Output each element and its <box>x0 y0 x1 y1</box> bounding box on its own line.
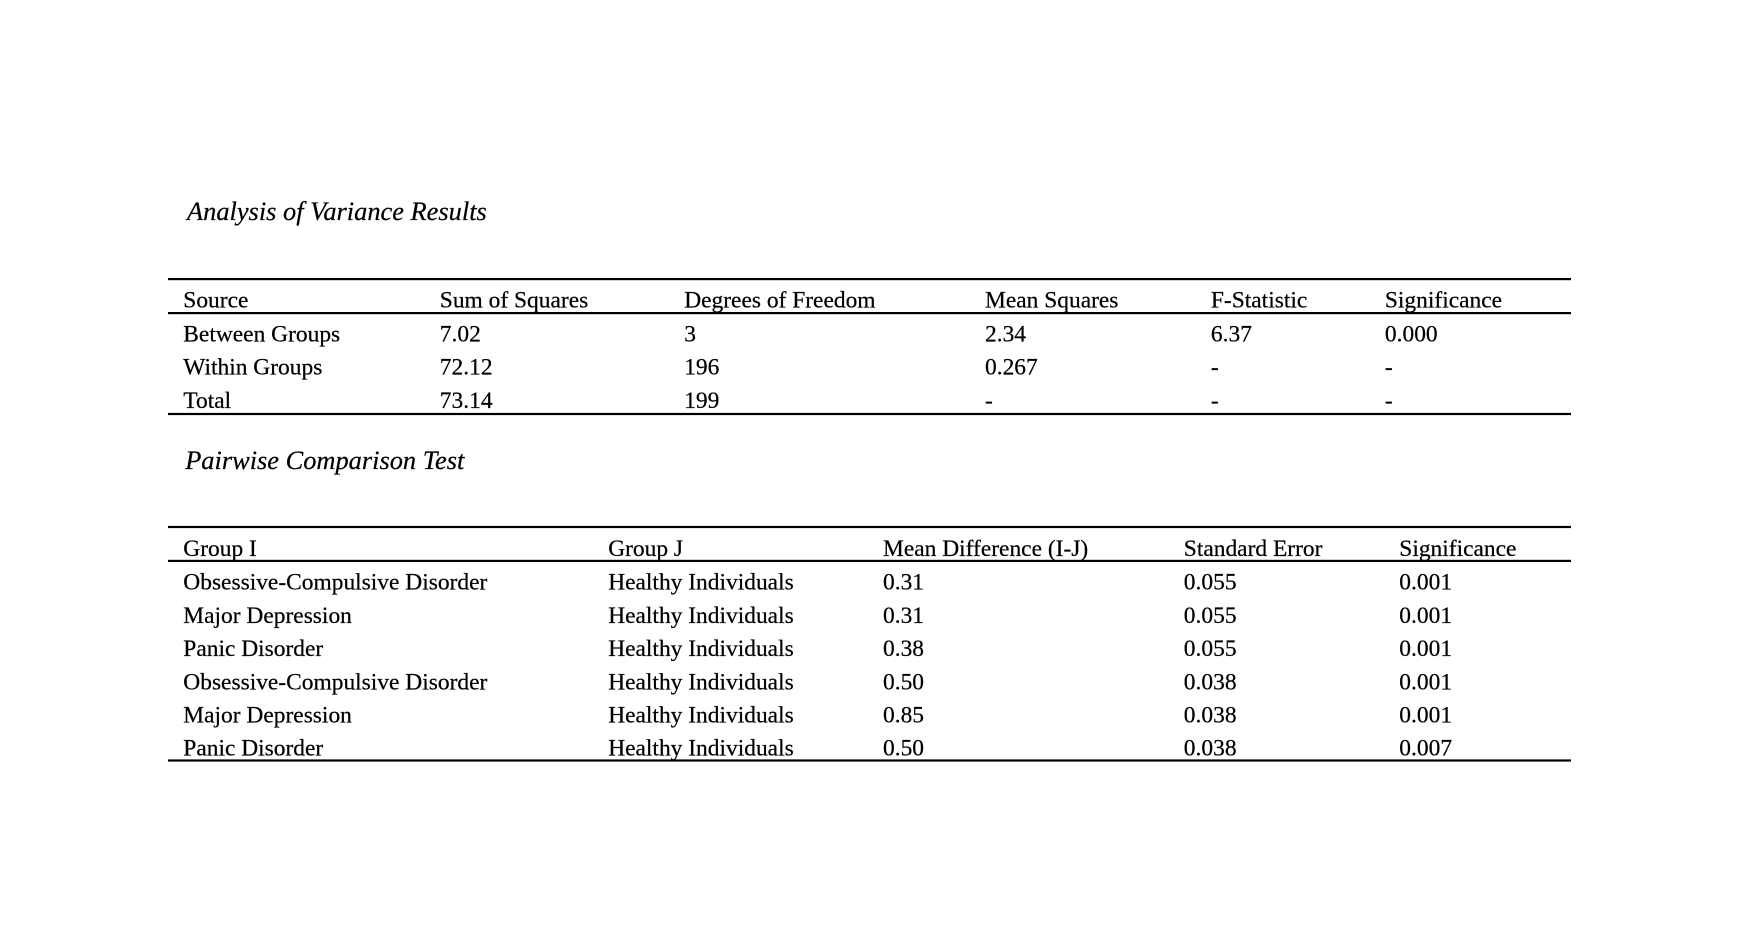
svg-text:0.038: 0.038 <box>1184 669 1237 695</box>
svg-text:Sum of Squares: Sum of Squares <box>440 288 588 314</box>
svg-text:Group J: Group J <box>608 536 683 562</box>
svg-text:73.14: 73.14 <box>440 388 493 414</box>
svg-text:Significance: Significance <box>1399 536 1516 562</box>
svg-text:0.38: 0.38 <box>883 636 924 662</box>
svg-text:0.055: 0.055 <box>1184 603 1237 629</box>
svg-text:Significance: Significance <box>1385 288 1502 314</box>
svg-text:Obsessive-Compulsive Disorder: Obsessive-Compulsive Disorder <box>183 570 487 596</box>
svg-text:Healthy Individuals: Healthy Individuals <box>608 570 794 596</box>
svg-text:Pairwise Comparison Test: Pairwise Comparison Test <box>184 445 465 475</box>
svg-text:Healthy Individuals: Healthy Individuals <box>608 736 794 762</box>
svg-text:0.038: 0.038 <box>1184 736 1237 762</box>
svg-text:0.267: 0.267 <box>985 355 1038 381</box>
svg-text:72.12: 72.12 <box>440 355 493 381</box>
svg-text:0.055: 0.055 <box>1184 570 1237 596</box>
svg-text:Mean Difference (I-J): Mean Difference (I-J) <box>883 536 1088 562</box>
svg-text:Between Groups: Between Groups <box>183 321 340 347</box>
svg-text:Major Depression: Major Depression <box>183 703 352 729</box>
svg-text:0.001: 0.001 <box>1399 603 1452 629</box>
svg-text:3: 3 <box>684 321 696 347</box>
svg-text:Mean Squares: Mean Squares <box>985 288 1118 314</box>
svg-text:0.055: 0.055 <box>1184 636 1237 662</box>
svg-text:Total: Total <box>183 388 231 414</box>
svg-text:Degrees of Freedom: Degrees of Freedom <box>684 288 875 314</box>
svg-text:Within Groups: Within Groups <box>183 355 322 381</box>
svg-text:Obsessive-Compulsive Disorder: Obsessive-Compulsive Disorder <box>183 669 487 695</box>
svg-text:0.038: 0.038 <box>1184 703 1237 729</box>
svg-text:0.31: 0.31 <box>883 603 924 629</box>
svg-text:0.31: 0.31 <box>883 570 924 596</box>
svg-text:-: - <box>1211 388 1219 414</box>
svg-text:196: 196 <box>684 355 719 381</box>
svg-text:Panic Disorder: Panic Disorder <box>183 636 323 662</box>
svg-text:0.000: 0.000 <box>1385 321 1438 347</box>
svg-text:-: - <box>1211 355 1219 381</box>
svg-text:199: 199 <box>684 388 719 414</box>
svg-text:Healthy Individuals: Healthy Individuals <box>608 636 794 662</box>
svg-text:Healthy Individuals: Healthy Individuals <box>608 603 794 629</box>
svg-text:0.001: 0.001 <box>1399 703 1452 729</box>
svg-text:Major Depression: Major Depression <box>183 603 352 629</box>
svg-text:7.02: 7.02 <box>440 321 481 347</box>
svg-text:Healthy Individuals: Healthy Individuals <box>608 703 794 729</box>
svg-text:0.85: 0.85 <box>883 703 924 729</box>
svg-text:Healthy Individuals: Healthy Individuals <box>608 669 794 695</box>
svg-text:0.001: 0.001 <box>1399 669 1452 695</box>
svg-text:0.001: 0.001 <box>1399 636 1452 662</box>
svg-text:Panic Disorder: Panic Disorder <box>183 736 323 762</box>
svg-text:-: - <box>1385 355 1393 381</box>
svg-text:2.34: 2.34 <box>985 321 1026 347</box>
svg-text:6.37: 6.37 <box>1211 321 1252 347</box>
svg-text:Source: Source <box>183 288 248 314</box>
svg-text:0.50: 0.50 <box>883 669 924 695</box>
svg-text:Group I: Group I <box>183 536 257 562</box>
svg-text:Analysis of Variance Results: Analysis of Variance Results <box>185 196 487 226</box>
svg-text:0.50: 0.50 <box>883 736 924 762</box>
svg-text:0.001: 0.001 <box>1399 570 1452 596</box>
svg-text:F-Statistic: F-Statistic <box>1211 288 1307 314</box>
svg-text:-: - <box>1385 388 1393 414</box>
svg-text:Standard Error: Standard Error <box>1184 536 1323 562</box>
svg-text:0.007: 0.007 <box>1399 736 1452 762</box>
svg-text:-: - <box>985 388 993 414</box>
